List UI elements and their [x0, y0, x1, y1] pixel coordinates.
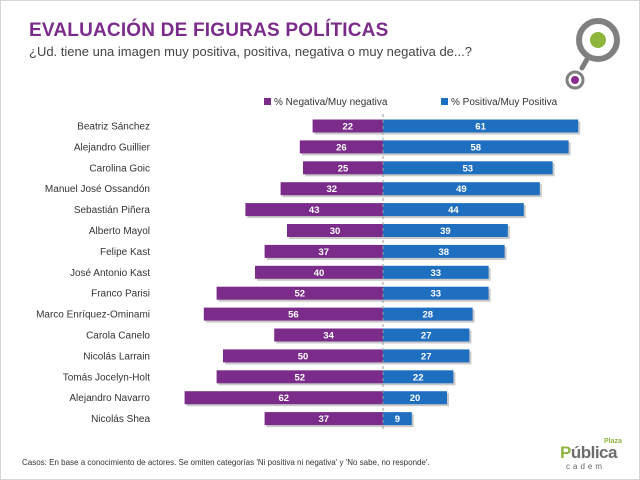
bar-positive	[383, 265, 489, 279]
bar-positive	[383, 119, 579, 133]
category-label: Manuel José Ossandón	[45, 184, 150, 195]
data-label-positive: 39	[440, 226, 451, 237]
data-label-negative: 37	[319, 247, 330, 258]
data-label-negative: 40	[314, 268, 325, 279]
legend-swatch-negative	[264, 98, 271, 105]
data-label-positive: 20	[410, 393, 421, 404]
legend-label-negative: % Negativa/Muy negativa	[274, 97, 388, 108]
page-title: EVALUACIÓN DE FIGURAS POLÍTICAS	[29, 20, 389, 41]
category-label: Felipe Kast	[100, 247, 150, 258]
bar-positive	[383, 286, 489, 300]
footnote: Casos: En base a conocimiento de actores…	[22, 458, 430, 467]
category-label: Alejandro Navarro	[69, 393, 150, 404]
data-label-positive: 38	[439, 247, 450, 258]
data-label-negative: 37	[319, 414, 330, 425]
data-label-negative: 22	[343, 122, 354, 133]
data-label-negative: 34	[323, 331, 334, 342]
category-label: Carola Canelo	[86, 331, 150, 342]
data-label-positive: 27	[421, 331, 432, 342]
bar-positive	[383, 349, 470, 363]
bar-negative	[299, 140, 383, 154]
bar-negative	[223, 349, 383, 363]
bar-negative	[287, 224, 383, 237]
bar-positive	[383, 412, 412, 426]
bar-negative	[216, 286, 383, 300]
legend-label-positive: % Positiva/Muy Positiva	[451, 97, 558, 108]
bar-positive	[383, 370, 454, 384]
category-label: Carolina Goic	[89, 163, 150, 174]
bar-negative	[216, 370, 383, 384]
data-label-negative: 32	[327, 184, 338, 195]
data-label-positive: 28	[423, 310, 434, 321]
bar-positive	[383, 328, 470, 342]
category-label: Sebastián Piñera	[74, 205, 151, 216]
bar-positive	[383, 161, 553, 175]
category-label: Nicolás Larrain	[83, 351, 150, 362]
bar-positive	[383, 203, 524, 217]
bar-positive	[383, 391, 447, 405]
data-label-negative: 62	[279, 393, 290, 404]
bar-negative	[264, 244, 383, 258]
page-subtitle: ¿Ud. tiene una imagen muy positiva, posi…	[29, 44, 472, 59]
category-label: Nicolás Shea	[91, 414, 150, 425]
brand-sub: cadem	[566, 462, 606, 471]
bar-negative	[245, 203, 383, 217]
bar-negative	[255, 265, 383, 279]
data-label-positive: 27	[421, 351, 432, 362]
data-label-positive: 44	[448, 205, 459, 216]
bar-positive	[383, 307, 473, 321]
data-label-positive: 49	[456, 184, 467, 195]
category-label: Alberto Mayol	[89, 226, 150, 237]
data-label-negative: 25	[338, 163, 349, 174]
data-label-positive: 58	[471, 142, 482, 153]
bar-negative	[274, 328, 383, 342]
brand-name-initial: P	[560, 443, 571, 462]
category-label: Alejandro Guillier	[74, 142, 151, 153]
brand-circles-icon	[565, 18, 620, 90]
data-label-negative: 52	[295, 289, 306, 300]
brand-name: Pública	[560, 443, 617, 463]
bar-negative	[203, 307, 383, 321]
category-label: José Antonio Kast	[70, 268, 150, 279]
data-label-positive: 61	[475, 122, 486, 133]
category-label: Marco Enríquez-Ominami	[36, 310, 150, 321]
category-label: Franco Parisi	[91, 289, 150, 300]
category-label: Tomás Jocelyn-Holt	[63, 372, 150, 383]
data-label-positive: 33	[431, 268, 442, 279]
data-label-positive: 9	[395, 414, 400, 425]
data-label-negative: 26	[336, 142, 347, 153]
data-label-negative: 50	[298, 351, 309, 362]
data-label-positive: 53	[463, 163, 474, 174]
bar-positive	[383, 244, 505, 258]
category-label: Beatriz Sánchez	[77, 122, 150, 133]
data-label-negative: 30	[330, 226, 341, 237]
data-label-positive: 33	[431, 289, 442, 300]
data-label-negative: 43	[309, 205, 320, 216]
brand-name-rest: ública	[570, 443, 618, 462]
legend-swatch-positive	[441, 98, 448, 105]
bar-positive	[383, 224, 508, 237]
bar-negative	[184, 391, 383, 405]
bar-positive	[383, 140, 569, 154]
data-label-negative: 56	[288, 310, 299, 321]
diverging-bar-chart: % Negativa/Muy negativa % Positiva/Muy Po…	[36, 97, 581, 431]
data-label-positive: 22	[413, 372, 424, 383]
bar-negative	[303, 161, 383, 175]
data-label-negative: 52	[295, 372, 306, 383]
bar-negative	[264, 412, 383, 426]
bar-negative	[280, 182, 383, 196]
bar-positive	[383, 182, 540, 196]
brand-plaza: Plaza	[604, 438, 622, 445]
brand-logo: Plaza Pública cadem	[560, 438, 632, 474]
bar-negative	[312, 119, 383, 133]
